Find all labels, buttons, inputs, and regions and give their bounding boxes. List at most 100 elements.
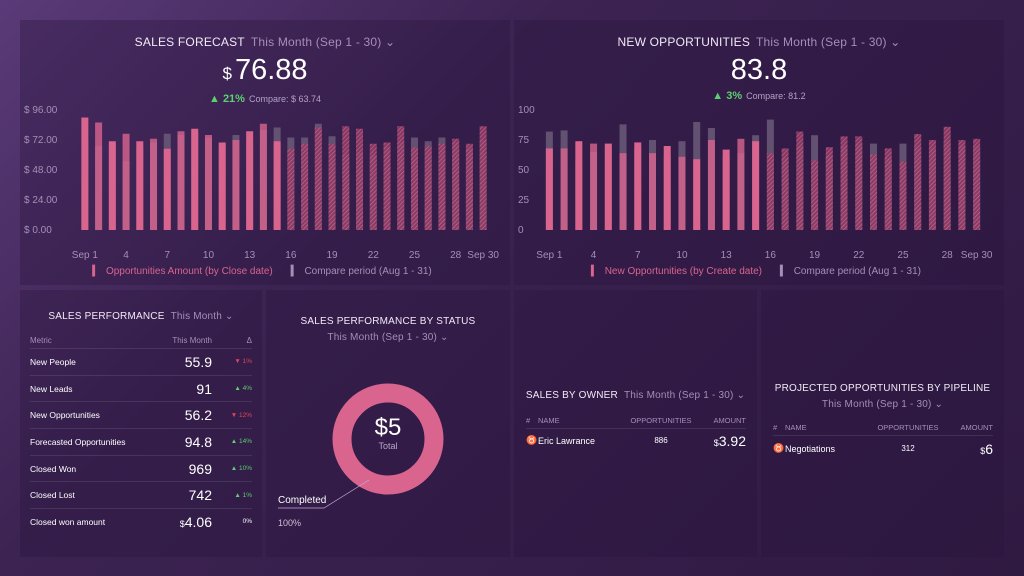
current-bar[interactable] (108, 141, 116, 230)
current-bar[interactable] (204, 135, 212, 230)
table-row[interactable]: ♉ Eric Lawrance 886 $3.92 (526, 428, 746, 452)
table-row[interactable]: Closed won amount $4.06 0% (30, 508, 252, 535)
current-bar[interactable] (545, 148, 553, 230)
table-row[interactable]: New Opportunities 56.2 ▼ 12% (30, 401, 252, 428)
current-bar[interactable] (781, 148, 789, 230)
table-header: # NAME OPPORTUNITIES AMOUNT (773, 419, 993, 435)
current-bar[interactable] (914, 134, 922, 230)
legend-current[interactable]: ▍ Opportunities Amount (by Close date) (92, 266, 273, 277)
table-row[interactable]: ♉ Negotiations 312 $6 (773, 435, 993, 461)
current-bar[interactable] (899, 161, 907, 230)
period-dropdown[interactable]: This Month (Sep 1 - 30) ⌄ (251, 35, 395, 49)
table-row[interactable]: New Leads 91 ▲ 4% (30, 374, 252, 402)
table-row[interactable]: Closed Lost 742 ▲ 1% (30, 481, 252, 508)
donut-slice-completed[interactable] (332, 383, 444, 495)
current-bar[interactable] (136, 141, 144, 230)
table-row[interactable]: Forecasted Opportunities 94.8 ▲ 14% (30, 428, 252, 455)
period-dropdown[interactable]: This Month (Sep 1 - 30) ⌄ (327, 332, 449, 343)
table-row[interactable]: New People 55.9 ▼ 1% (30, 348, 252, 375)
legend-compare[interactable]: ▍ Compare period (Aug 1 - 31) (780, 266, 921, 277)
period-dropdown[interactable]: This Month (Sep 1 - 30) ⌄ (756, 35, 900, 49)
current-bar[interactable] (707, 140, 715, 230)
current-bar[interactable] (796, 131, 804, 230)
widget-title: SALES PERFORMANCE BY STATUS (300, 316, 476, 327)
current-bar[interactable] (590, 143, 598, 230)
current-bar[interactable] (301, 143, 309, 230)
x-tick-label: Sep 30 (961, 250, 993, 261)
current-bar[interactable] (678, 156, 686, 230)
period-dropdown[interactable]: This Month ⌄ (171, 311, 234, 322)
current-bar[interactable] (328, 143, 336, 230)
current-bar[interactable] (81, 117, 89, 231)
x-tick-label: 22 (368, 250, 380, 261)
current-bar[interactable] (163, 148, 171, 230)
current-bar[interactable] (259, 123, 267, 230)
current-bar[interactable] (604, 143, 612, 230)
x-tick-label: 7 (164, 250, 170, 261)
new-opportunities-panel: NEW OPPORTUNITIES This Month (Sep 1 - 30)… (514, 20, 1004, 285)
current-bar[interactable] (424, 146, 432, 230)
pipeline-table: # NAME OPPORTUNITIES AMOUNT ♉ Negotiatio… (773, 419, 993, 461)
current-bar[interactable] (122, 133, 130, 230)
metric-delta: ▲ 4% (234, 385, 252, 393)
current-bar[interactable] (619, 153, 627, 230)
current-bar[interactable] (663, 146, 671, 230)
current-bar[interactable] (273, 141, 281, 230)
current-bar[interactable] (737, 138, 745, 230)
current-bar[interactable] (943, 126, 951, 230)
current-bar[interactable] (410, 147, 418, 231)
current-bar[interactable] (314, 127, 322, 231)
chevron-down-icon: ⌄ (890, 35, 901, 49)
compare-label: Compare: 81.2 (746, 91, 806, 101)
current-bar[interactable] (397, 126, 405, 230)
current-bar[interactable] (693, 159, 701, 230)
current-bar[interactable] (383, 142, 391, 231)
current-bar[interactable] (465, 143, 473, 230)
medal-icon: ♉ (526, 435, 538, 445)
current-bar[interactable] (150, 138, 158, 230)
change-up: ▲ 3% (712, 90, 743, 102)
current-bar[interactable] (928, 140, 936, 230)
current-bar[interactable] (342, 126, 350, 230)
period-label: This Month (Sep 1 - 30) (821, 399, 932, 410)
period-dropdown[interactable]: This Month (Sep 1 - 30) ⌄ (821, 399, 944, 410)
current-bar[interactable] (287, 148, 295, 230)
current-bar[interactable] (958, 140, 966, 230)
current-bar[interactable] (855, 136, 863, 230)
y-tick-label: 0 (518, 225, 524, 236)
current-bar[interactable] (649, 153, 656, 230)
table-row[interactable]: Closed Won 969 ▲ 10% (30, 454, 252, 482)
legend-current[interactable]: ▍ New Opportunities (by Create date) (591, 266, 762, 277)
widget-title: NEW OPPORTUNITIES (617, 35, 751, 49)
current-bar[interactable] (356, 128, 364, 230)
period-dropdown[interactable]: This Month (Sep 1 - 30) ⌄ (623, 390, 746, 401)
change-pct: 21% (222, 93, 245, 105)
current-bar[interactable] (218, 142, 226, 231)
current-bar[interactable] (177, 131, 185, 230)
current-bar[interactable] (973, 138, 981, 230)
legend-compare[interactable]: ▍ Compare period (Aug 1 - 31) (290, 266, 432, 277)
current-bar[interactable] (884, 148, 892, 230)
current-bar[interactable] (246, 131, 254, 230)
current-bar[interactable] (191, 128, 199, 230)
current-bar[interactable] (232, 140, 240, 230)
pipeline-panel: PROJECTED OPPORTUNITIES BY PIPELINE This… (761, 290, 1004, 557)
current-bar[interactable] (811, 160, 819, 230)
current-bar[interactable] (634, 142, 642, 230)
current-bar[interactable] (369, 143, 377, 230)
current-bar[interactable] (752, 141, 760, 230)
current-bar[interactable] (560, 148, 568, 230)
x-tick-label: 19 (327, 250, 339, 261)
current-bar[interactable] (825, 147, 833, 230)
current-bar[interactable] (766, 153, 774, 230)
current-bar[interactable] (452, 138, 460, 230)
current-bar[interactable] (840, 136, 848, 230)
current-bar[interactable] (438, 143, 446, 230)
current-bar[interactable] (870, 154, 877, 230)
current-bar[interactable] (722, 149, 730, 230)
delta: 0% (242, 518, 252, 526)
amount: 6 (985, 440, 993, 457)
current-bar[interactable] (575, 141, 583, 230)
current-bar[interactable] (95, 122, 103, 231)
current-bar[interactable] (479, 126, 487, 230)
